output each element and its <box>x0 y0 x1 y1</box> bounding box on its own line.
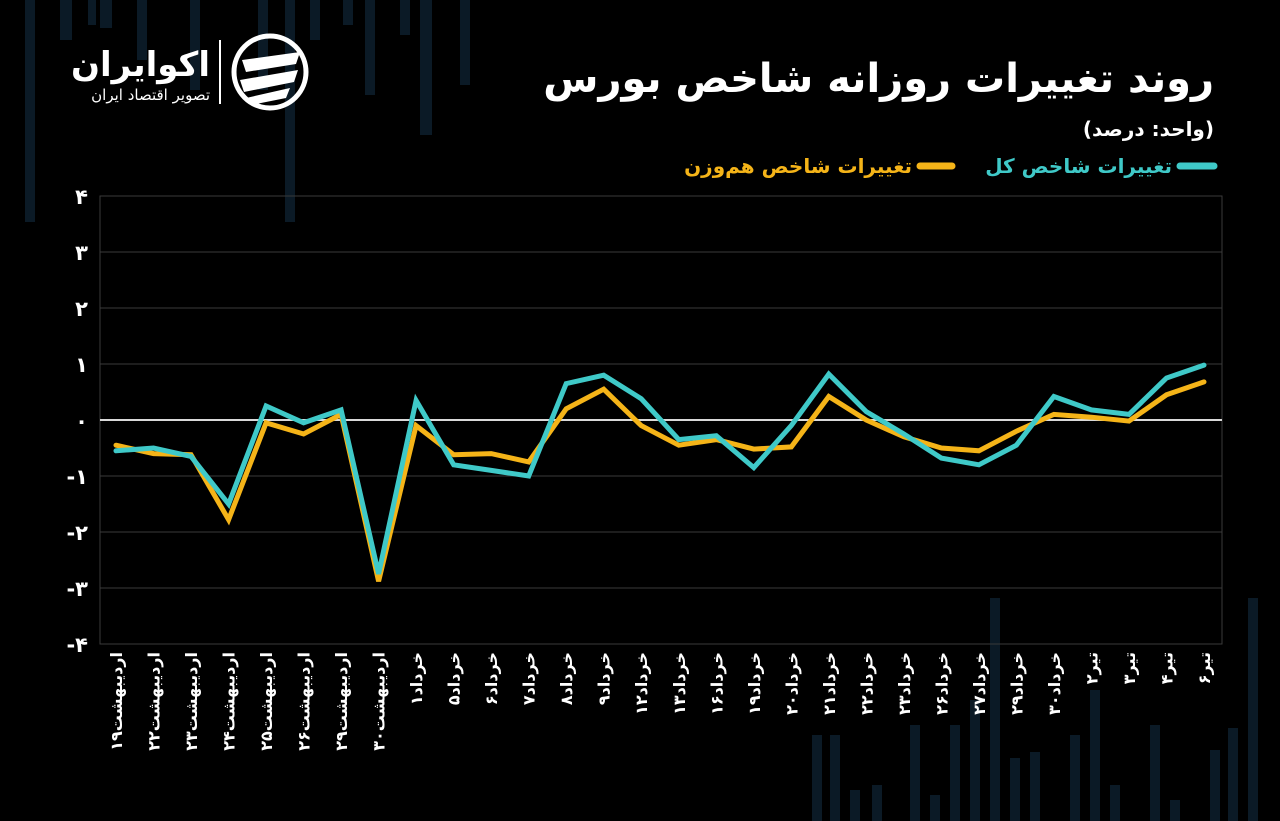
x-tick-label: خرداد۶ <box>482 652 501 705</box>
x-tick-label: خرداد۲۲ <box>857 652 876 715</box>
x-tick-label: اردیبهشت۲۲ <box>145 652 164 751</box>
x-tick-label: خرداد۱ <box>407 652 426 705</box>
x-tick-label: اردیبهشت۲۵ <box>257 652 276 751</box>
x-tick-label: خرداد۲۰ <box>782 652 801 715</box>
x-tick-label: اردیبهشت۲۶ <box>295 652 314 751</box>
y-tick-label: ۰ <box>75 409 88 433</box>
x-tick-label: خرداد۲۷ <box>970 652 989 715</box>
legend-label-total: تغییرات شاخص کل <box>985 154 1172 178</box>
legend-label-equal: تغییرات شاخص هم‌وزن <box>684 154 912 178</box>
unit-label: (واحد: درصد) <box>1083 117 1214 141</box>
x-tick-label: اردیبهشت۲۹ <box>332 652 351 751</box>
x-tick-label: خرداد۳۰ <box>1045 652 1064 715</box>
y-tick-label: ۲ <box>75 297 88 321</box>
y-tick-label: ۳ <box>75 241 88 265</box>
x-tick-label: تیر۶ <box>1195 652 1214 684</box>
chart-title: روند تغییرات روزانه شاخص بورس <box>543 56 1214 102</box>
y-tick-label: ۴ <box>75 185 88 209</box>
brand-tagline: تصویر اقتصاد ایران <box>91 86 210 104</box>
legend: تغییرات شاخص کل تغییرات شاخص هم‌وزن <box>684 154 1218 178</box>
x-tick-label: تیر۲ <box>1082 652 1101 684</box>
x-tick-label: خرداد۱۲ <box>632 652 651 715</box>
x-tick-label: اردیبهشت۳۰ <box>370 652 389 751</box>
brand-logo: اکوایران تصویر اقتصاد ایران <box>71 33 309 111</box>
x-tick-label: خرداد۱۹ <box>745 652 764 715</box>
y-tick-label: -۳ <box>66 577 88 601</box>
x-tick-label: خرداد۲۱ <box>820 652 839 715</box>
y-tick-label: ۱ <box>75 353 88 377</box>
y-tick-label: -۴ <box>66 633 88 657</box>
x-tick-label: خرداد۲۶ <box>932 652 951 715</box>
background-candles-decoration <box>25 0 1258 821</box>
x-tick-label: تیر۴ <box>1157 652 1176 684</box>
x-tick-label: اردیبهشت۲۴ <box>220 652 239 751</box>
y-tick-label: -۲ <box>66 521 88 545</box>
x-tick-label: اردیبهشت۲۳ <box>182 652 201 751</box>
x-tick-label: خرداد۲۳ <box>895 652 914 715</box>
x-tick-label: اردیبهشت۱۹ <box>107 652 126 751</box>
ecoiran-logo-icon <box>231 33 309 111</box>
x-tick-label: خرداد۲۹ <box>1007 652 1026 715</box>
x-tick-label: خرداد۱۳ <box>670 652 689 715</box>
x-tick-label: خرداد۹ <box>595 652 614 705</box>
series-line-total-index <box>113 362 1207 575</box>
x-tick-label: خرداد۸ <box>557 652 576 705</box>
x-tick-label: خرداد۵ <box>445 652 464 705</box>
series-line-equal-weight-index <box>113 379 1207 582</box>
x-tick-label: تیر۳ <box>1120 652 1139 684</box>
plot-area: ۴ ۳ ۲ ۱ ۰ -۱ -۲ -۳ -۴ اردیبهشت۱۹ اردیبهشت۲۲ اردیبهش… <box>66 185 1223 751</box>
brand-name: اکوایران <box>71 45 210 85</box>
y-tick-label: -۱ <box>66 465 88 489</box>
x-tick-label: خرداد۱۶ <box>707 652 726 715</box>
x-tick-label: خرداد۷ <box>520 652 539 705</box>
